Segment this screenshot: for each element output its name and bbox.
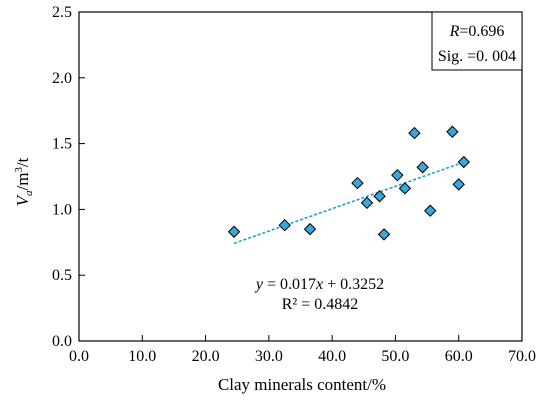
x-axis-title: Clay minerals content/% [218,375,386,394]
x-tick-label: 40.0 [318,348,346,365]
data-point [457,155,470,169]
data-point [360,196,374,210]
data-point [377,228,391,241]
x-tick-label: 50.0 [381,348,409,365]
y-tick-label: 0.0 [52,333,72,350]
x-tick-label: 70.0 [508,348,536,365]
data-point [416,161,429,174]
data-point [424,204,437,217]
plot-frame [78,11,523,342]
data-point [227,225,241,238]
y-tick-label: 2.5 [52,4,72,21]
trendline [233,161,465,245]
x-tick-label: 30.0 [255,348,283,365]
data-point [398,182,412,195]
data-point [373,190,386,203]
y-tick-label: 0.5 [52,267,72,284]
x-tick-label: 0.0 [69,348,89,365]
data-point [452,178,465,191]
stats-box: R=0.696 Sig. =0. 004 [431,11,523,71]
x-tick-label: 60.0 [445,348,473,365]
y-tick-label: 1.0 [52,201,72,218]
stats-sig: Sig. =0. 004 [438,48,516,65]
data-point [278,218,291,232]
data-point [446,125,459,138]
y-tick-label: 1.5 [52,136,72,153]
data-point [303,222,317,236]
data-point [408,126,421,140]
x-tick-label: 10.0 [128,348,156,365]
stats-r: R=0.696 [449,23,505,40]
regression-equation: y = 0.017x + 0.3252 [254,276,384,293]
data-point [351,176,364,190]
r-squared-label: R² = 0.4842 [282,296,359,313]
x-tick-label: 20.0 [192,348,220,365]
stats-box-frame [431,11,523,71]
data-point [391,168,404,182]
y-tick-label: 2.0 [52,70,72,87]
y-axis-title: Va/m3/t [13,157,35,206]
